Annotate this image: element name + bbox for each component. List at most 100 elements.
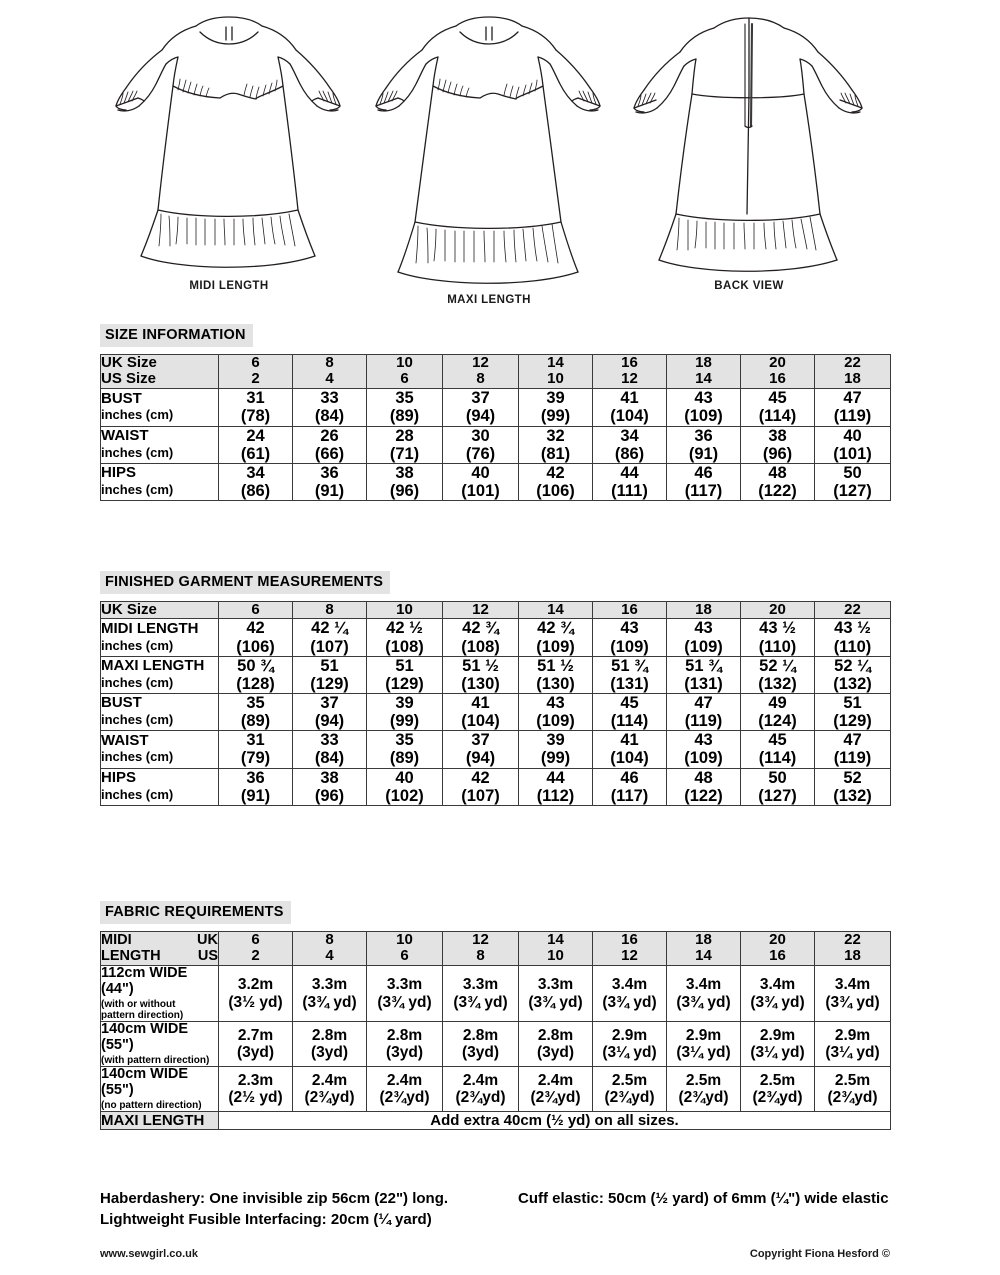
cell-waist-18: 36 (91) [666, 425, 741, 464]
fabric-cell-2-20: 2.5m (2¾yd) [740, 1066, 815, 1113]
size-header-col-16: 16 12 [592, 353, 667, 390]
finished-garment-title: FINISHED GARMENT MEASUREMENTS [100, 571, 391, 594]
fabric-header-col-18: 18 14 [666, 930, 741, 967]
fabric-cell-1-22: 2.9m (3¼ yd) [814, 1021, 891, 1068]
fabric-cell-0-6: 3.2m (3½ yd) [218, 965, 293, 1023]
finished-header-col-18: 18 [666, 600, 741, 620]
cell-bust-18: 47 (119) [666, 693, 741, 732]
fabric-row-label-0: 112cm WIDE (44") (with or without pattern d… [100, 965, 219, 1023]
cell-bust-14: 39 (99) [518, 388, 593, 427]
finished-header-label: UK Size [100, 600, 219, 620]
cell-maxi-length-22: 52 ¼ (132) [814, 655, 891, 695]
size-header-col-12: 12 8 [442, 353, 519, 390]
fabric-cell-1-20: 2.9m (3¼ yd) [740, 1021, 815, 1068]
cell-hips-12: 42 (107) [442, 767, 519, 806]
size-header-label: UK Size US Size [100, 353, 219, 390]
figure-label-back: BACK VIEW [714, 280, 784, 292]
cell-maxi-length-14: 51 ½ (130) [518, 655, 593, 695]
cell-waist-16: 41 (104) [592, 730, 667, 769]
fabric-cell-0-16: 3.4m (3¾ yd) [592, 965, 667, 1023]
fabric-cell-2-14: 2.4m (2¾yd) [518, 1066, 593, 1113]
footer-website[interactable]: www.sewgirl.co.uk [100, 1248, 199, 1260]
cell-hips-18: 48 (122) [666, 767, 741, 806]
fabric-header-col-20: 20 16 [740, 930, 815, 967]
fabric-cell-0-14: 3.3m (3¾ yd) [518, 965, 593, 1023]
cell-midi-length-8: 42 ¼ (107) [292, 618, 367, 657]
table-row: BUST inches (cm) 31 (78) 33 (84) 35 (89) 37 (94) 3… [100, 388, 891, 427]
fabric-header-col-22: 22 18 [814, 930, 891, 967]
size-information-table: UK Size US Size 6 2 8 4 10 6 12 8 14 10 16 12 18 14 20 16… [100, 353, 891, 502]
fabric-header-col-16: 16 12 [592, 930, 667, 967]
finished-header-col-22: 22 [814, 600, 891, 620]
cell-hips-8: 38 (96) [292, 767, 367, 806]
finished-garment-section: FINISHED GARMENT MEASUREMENTS UK Size 6 8 1… [100, 571, 891, 806]
table-row: 112cm WIDE (44") (with or without pattern d… [100, 965, 891, 1023]
size-header-col-18: 18 14 [666, 353, 741, 390]
cell-waist-12: 30 (76) [442, 425, 519, 464]
cell-bust-6: 31 (78) [218, 388, 293, 427]
cell-waist-16: 34 (86) [592, 425, 667, 464]
cell-maxi-length-20: 52 ¼ (132) [740, 655, 815, 695]
figure-label-maxi: MAXI LENGTH [447, 294, 531, 306]
row-label-hips: HIPS inches (cm) [100, 767, 219, 806]
cell-maxi-length-8: 51 (129) [292, 655, 367, 695]
cell-bust-8: 33 (84) [292, 388, 367, 427]
cell-midi-length-10: 42 ½ (108) [366, 618, 443, 657]
maxi-length-label: MAXI LENGTH [100, 1111, 219, 1131]
table-header-row: UK Size US Size 6 2 8 4 10 6 12 8 14 10 16 12 18 14 20 16… [100, 353, 891, 390]
row-label-midi-length: MIDI LENGTH inches (cm) [100, 618, 219, 657]
finished-header-col-10: 10 [366, 600, 443, 620]
cell-midi-length-18: 43 (109) [666, 618, 741, 657]
fabric-header-col-12: 12 8 [442, 930, 519, 967]
cell-waist-20: 45 (114) [740, 730, 815, 769]
cell-waist-22: 47 (119) [814, 730, 891, 769]
row-label-maxi-length: MAXI LENGTH inches (cm) [100, 655, 219, 695]
cell-hips-20: 50 (127) [740, 767, 815, 806]
cell-hips-6: 34 (86) [218, 462, 293, 502]
back-view-dress-illustration [633, 17, 863, 272]
table-row: MAXI LENGTH inches (cm) 50 ¾ (128) 51 (129) 51… [100, 655, 891, 695]
table-row: BUST inches (cm) 35 (89) 37 (94) 39 (99) 41 (104)… [100, 693, 891, 732]
cell-hips-22: 50 (127) [814, 462, 891, 502]
finished-header-col-8: 8 [292, 600, 367, 620]
table-row: MIDI LENGTH inches (cm) 42 (106) 42 ¼ (107) 42… [100, 618, 891, 657]
fabric-cell-0-8: 3.3m (3¾ yd) [292, 965, 367, 1023]
size-header-col-10: 10 6 [366, 353, 443, 390]
cell-midi-length-20: 43 ½ (110) [740, 618, 815, 657]
fabric-cell-1-14: 2.8m (3yd) [518, 1021, 593, 1068]
maxi-dress-illustration [375, 16, 601, 284]
figure-label-midi: MIDI LENGTH [189, 280, 269, 292]
fabric-cell-2-10: 2.4m (2¾yd) [366, 1066, 443, 1113]
fabric-cell-1-8: 2.8m (3yd) [292, 1021, 367, 1068]
maxi-length-note: Add extra 40cm (½ yd) on all sizes. [218, 1111, 891, 1131]
cell-waist-10: 35 (89) [366, 730, 443, 769]
row-label-hips: HIPS inches (cm) [100, 462, 219, 502]
cell-waist-8: 26 (66) [292, 425, 367, 464]
row-label-waist: WAIST inches (cm) [100, 730, 219, 769]
table-row: HIPS inches (cm) 36 (91) 38 (96) 40 (102) 42 (107… [100, 767, 891, 806]
table-header-row: MIDI UK LENGTH US 6 2 8 4 10 6 12 8 14 10 16 12 18 14 20 16… [100, 930, 891, 967]
fabric-cell-2-16: 2.5m (2¾yd) [592, 1066, 667, 1113]
table-header-row: UK Size 6 8 10 12 14 16 18 20 22 [100, 600, 891, 620]
cell-bust-22: 51 (129) [814, 693, 891, 732]
fabric-header-col-14: 14 10 [518, 930, 593, 967]
size-header-col-20: 20 16 [740, 353, 815, 390]
technical-drawings: MIDI LENGTH [0, 0, 1000, 318]
cell-hips-16: 46 (117) [592, 767, 667, 806]
cell-waist-14: 32 (81) [518, 425, 593, 464]
cell-hips-14: 42 (106) [518, 462, 593, 502]
fabric-cell-2-22: 2.5m (2¾yd) [814, 1066, 891, 1113]
cell-maxi-length-12: 51 ½ (130) [442, 655, 519, 695]
fabric-header-label: MIDI UK LENGTH US [100, 930, 219, 967]
cell-hips-6: 36 (91) [218, 767, 293, 806]
table-row: 140cm WIDE (55") (with pattern direction) 2… [100, 1021, 891, 1068]
cell-bust-22: 47 (119) [814, 388, 891, 427]
footer-copyright: Copyright Fiona Hesford © [749, 1248, 890, 1260]
size-header-col-14: 14 10 [518, 353, 593, 390]
cell-waist-22: 40 (101) [814, 425, 891, 464]
fabric-cell-0-22: 3.4m (3¾ yd) [814, 965, 891, 1023]
figure-maxi-length: MAXI LENGTH [368, 14, 610, 306]
cell-bust-8: 37 (94) [292, 693, 367, 732]
finished-header-col-20: 20 [740, 600, 815, 620]
